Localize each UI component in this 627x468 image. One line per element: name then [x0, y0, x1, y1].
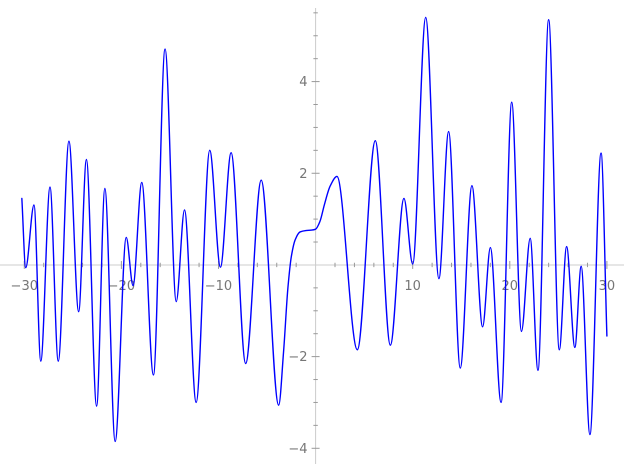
x-axis-ticks: [23, 260, 608, 269]
y-tick-label: −4: [288, 442, 307, 457]
x-tick-label: −30: [11, 279, 38, 294]
y-tick-label: 2: [299, 167, 307, 182]
x-axis-tick-labels: −30 −20 −10 10 20 30: [11, 279, 616, 294]
y-axis-tick-labels: −4 −2 2 4: [288, 75, 307, 457]
x-tick-label: 10: [404, 279, 421, 294]
y-tick-label: −2: [288, 350, 307, 365]
x-tick-label: 30: [599, 279, 616, 294]
function-curve: [21, 16, 608, 443]
series-layer: [21, 16, 608, 443]
y-tick-label: 4: [299, 75, 307, 90]
y-axis-ticks: [311, 12, 320, 449]
axes-layer: −30 −20 −10 10 20 30 −4 −2 2 4: [0, 8, 624, 464]
x-tick-label: −10: [205, 279, 232, 294]
x-tick-label: −20: [108, 279, 135, 294]
x-tick-label: 20: [502, 279, 519, 294]
